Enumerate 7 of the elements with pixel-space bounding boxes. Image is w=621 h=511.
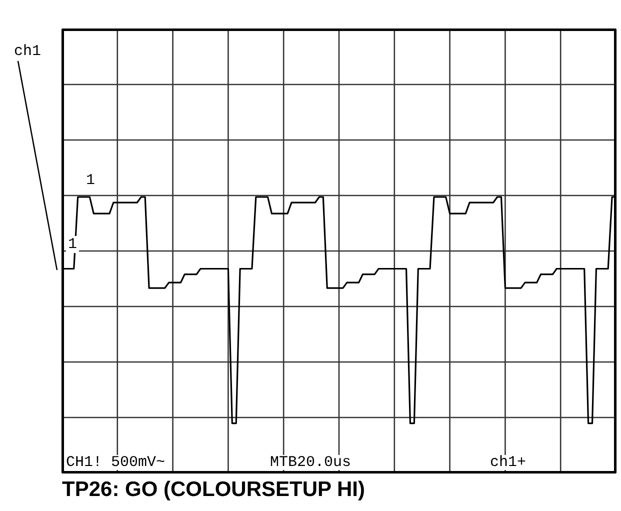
- annotation: MTB20.0us: [270, 454, 352, 471]
- annotation: 1: [66, 236, 80, 253]
- text: 1: [84, 172, 98, 189]
- text: ch1: [14, 43, 42, 60]
- text: TP26: GO (COLOURSETUP HI): [62, 478, 365, 502]
- annotation: CH1! 500mV~: [66, 454, 166, 471]
- annotation: ch1+: [490, 454, 526, 471]
